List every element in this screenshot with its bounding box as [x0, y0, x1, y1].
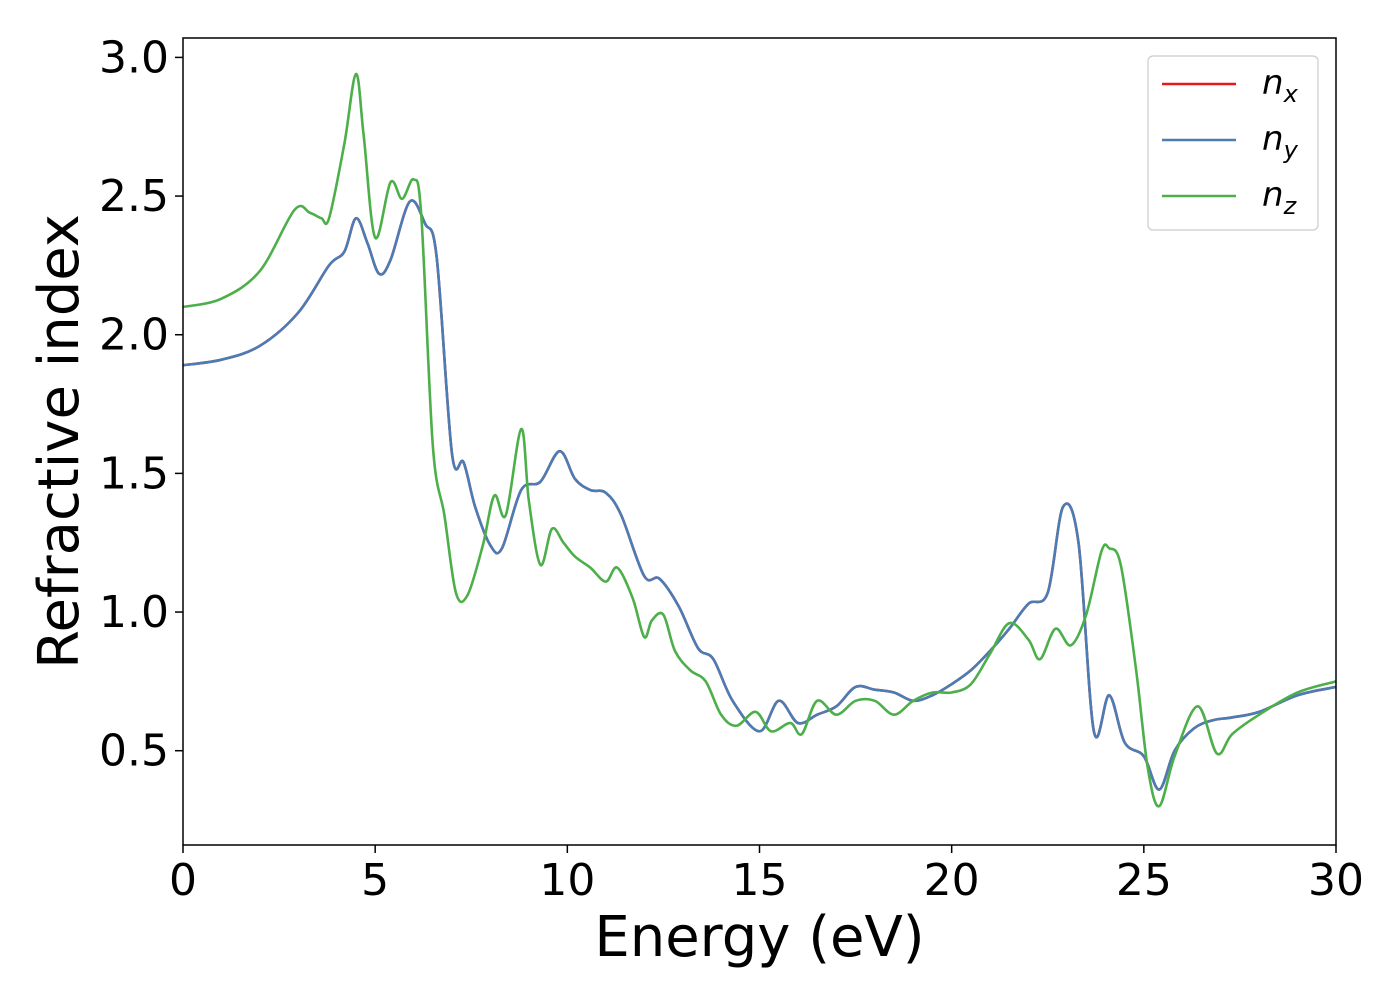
x-tick-label: 0 — [169, 855, 197, 906]
legend-label-n-x: nx — [1262, 63, 1299, 108]
y-tick-label: 3.0 — [99, 32, 169, 83]
x-tick-label: 30 — [1308, 855, 1364, 906]
legend-label-n-y: ny — [1262, 119, 1299, 164]
x-tick-label: 10 — [539, 855, 595, 906]
x-tick-label: 15 — [732, 855, 788, 906]
x-tick-label: 25 — [1116, 855, 1172, 906]
legend-box — [1147, 55, 1319, 231]
series-line-n-x — [183, 199, 1336, 791]
legend-label-n-z: nz — [1262, 175, 1298, 220]
legend: nx ny nz — [1147, 55, 1319, 231]
series-line-n-y — [183, 199, 1336, 791]
x-axis-label: Energy (eV) — [594, 905, 924, 970]
y-tick-label: 0.5 — [99, 726, 169, 777]
y-tick-label: 1.0 — [99, 587, 169, 638]
series-layer — [183, 72, 1336, 808]
series-line-n-z — [183, 72, 1336, 808]
x-tick-label: 5 — [361, 855, 389, 906]
x-axis-ticks: 0 5 10 15 20 25 30 — [169, 845, 1364, 906]
y-tick-label: 1.5 — [99, 448, 169, 499]
y-tick-label: 2.0 — [99, 310, 169, 361]
x-tick-label: 20 — [924, 855, 980, 906]
y-axis-label: Refractive index — [27, 214, 92, 669]
y-axis-ticks: 0.5 1.0 1.5 2.0 2.5 3.0 — [99, 32, 183, 777]
y-tick-label: 2.5 — [99, 171, 169, 222]
